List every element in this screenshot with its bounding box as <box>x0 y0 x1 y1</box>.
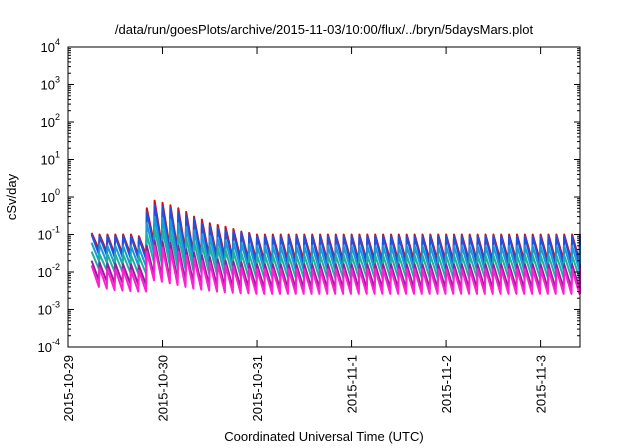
y-tick-label: 100 <box>41 187 60 205</box>
x-tick-label: 2015-11-3 <box>534 355 549 413</box>
y-tick-label: 102 <box>41 112 60 130</box>
y-tick-label: 10-2 <box>38 262 60 280</box>
y-axis-label: cSv/day <box>4 173 19 220</box>
y-tick-exponent: 0 <box>55 187 60 197</box>
x-tick-label: 2015-11-1 <box>345 355 360 413</box>
x-axis-label: Coordinated Universal Time (UTC) <box>224 429 423 444</box>
chart-title: /data/run/goesPlots/archive/2015-11-03/1… <box>115 22 534 37</box>
series-line-2 <box>90 204 581 266</box>
y-tick-label: 104 <box>41 37 60 55</box>
y-tick-exponent: 3 <box>55 75 60 85</box>
x-tick-label: 2015-10-30 <box>156 355 171 422</box>
series-line-4 <box>90 226 581 279</box>
y-tick-label: 103 <box>41 75 60 93</box>
series-line-6 <box>90 244 581 295</box>
y-tick-exponent: 4 <box>55 37 60 47</box>
y-tick-exponent: 2 <box>55 112 60 122</box>
y-tick-label: 10-3 <box>38 300 60 318</box>
series-group <box>90 199 581 295</box>
y-tick-exponent: 1 <box>55 150 60 160</box>
plot-frame <box>67 46 581 348</box>
x-tick-label: 2015-11-2 <box>439 355 454 413</box>
x-axis: 2015-10-29 2015-10-30 2015-10-31 2015-11-1 2… <box>61 47 549 422</box>
y-tick-label: 10-4 <box>38 337 60 355</box>
y-tick-exponent: -2 <box>52 262 60 272</box>
x-tick-label: 2015-10-31 <box>250 355 265 422</box>
y-tick-label: 10-1 <box>38 225 60 243</box>
x-tick-label: 2015-10-29 <box>61 355 76 422</box>
y-tick-exponent: -3 <box>52 300 60 310</box>
y-tick-label: 101 <box>41 150 60 168</box>
y-tick-exponent: -4 <box>52 337 60 347</box>
series-line-3 <box>90 215 581 272</box>
y-tick-exponent: -1 <box>52 225 60 235</box>
